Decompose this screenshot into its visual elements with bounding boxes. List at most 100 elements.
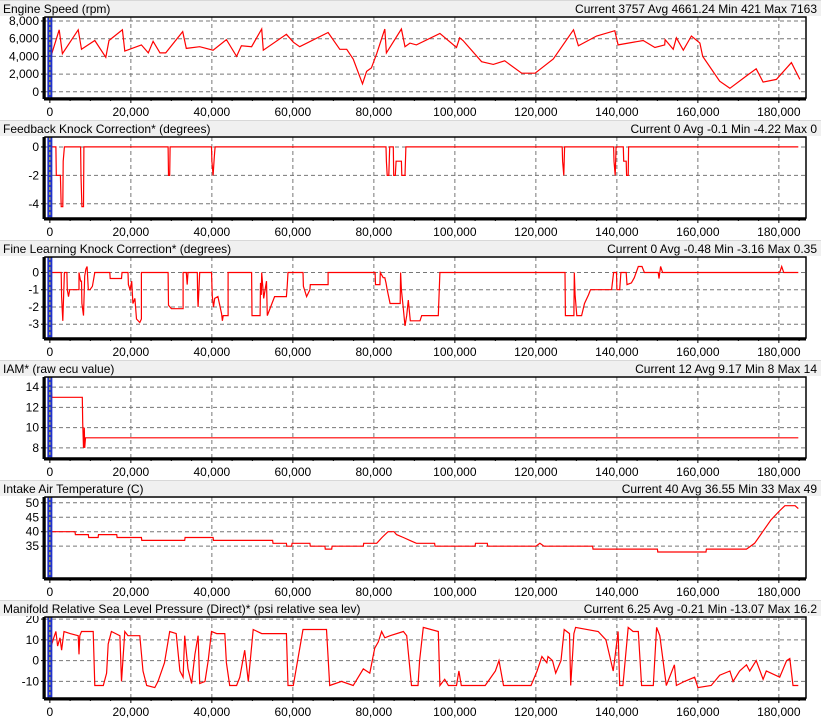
x-tick-label: 40,000: [194, 105, 231, 119]
x-tick-label: 100,000: [433, 585, 477, 599]
x-tick-label: 20,000: [113, 465, 150, 479]
x-tick-label: 120,000: [514, 345, 558, 359]
x-tick-label: 100,000: [433, 705, 477, 719]
x-tick-label: 120,000: [514, 225, 558, 239]
x-tick-label: 180,000: [757, 585, 801, 599]
x-tick-label: 140,000: [595, 105, 639, 119]
y-tick-label: -4: [28, 197, 39, 211]
x-tick-label: 180,000: [757, 225, 801, 239]
x-tick-label: 80,000: [356, 585, 393, 599]
chart-stats: Current 12 Avg 9.17 Min 8 Max 14: [635, 362, 817, 376]
y-tick-label: 10: [26, 421, 40, 435]
x-tick-label: 60,000: [275, 585, 312, 599]
plot-area: [45, 17, 806, 98]
series-line: [49, 264, 799, 326]
x-tick-label: 120,000: [514, 585, 558, 599]
y-tick-label: 6,000: [9, 32, 39, 46]
x-tick-label: 0: [47, 585, 54, 599]
chart-panel: Engine Speed (rpm) Current 3757 Avg 4661.…: [0, 0, 821, 120]
y-tick-label: 40: [26, 525, 40, 539]
y-tick-label: 50: [26, 496, 40, 510]
x-tick-label: 40,000: [194, 705, 231, 719]
y-tick-label: 35: [26, 539, 40, 553]
y-tick-label: 20: [26, 616, 40, 626]
x-tick-label: 20,000: [113, 705, 150, 719]
plot-area: [45, 257, 806, 338]
x-tick-label: 100,000: [433, 105, 477, 119]
chart-plot[interactable]: 0 20,000 40,000 60,000 80,000 100,000 120,000 1…: [0, 256, 821, 360]
x-tick-label: 140,000: [595, 345, 639, 359]
y-tick-label: 2,000: [9, 67, 39, 81]
chart-plot[interactable]: 0 20,000 40,000 60,000 80,000 100,000 120,000 1…: [0, 136, 821, 240]
chart-plot[interactable]: 0 20,000 40,000 60,000 80,000 100,000 120,000 1…: [0, 496, 821, 600]
chart-panel: Intake Air Temperature (C) Current 40 Avg…: [0, 480, 821, 600]
x-tick-label: 60,000: [275, 225, 312, 239]
chart-panel: IAM* (raw ecu value) Current 12 Avg 9.17 …: [0, 360, 821, 480]
chart-title: Feedback Knock Correction* (degrees): [3, 122, 211, 136]
x-tick-label: 120,000: [514, 465, 558, 479]
plot-area: [45, 137, 806, 218]
y-tick-label: 0: [32, 654, 39, 668]
chart-title-bar: Manifold Relative Sea Level Pressure (Di…: [0, 600, 821, 616]
chart-panel: Manifold Relative Sea Level Pressure (Di…: [0, 600, 821, 720]
x-tick-label: 20,000: [113, 105, 150, 119]
plot-area: [45, 617, 806, 698]
chart-plot[interactable]: 0 20,000 40,000 60,000 80,000 100,000 120,000 1…: [0, 376, 821, 480]
chart-title: IAM* (raw ecu value): [3, 362, 115, 376]
x-tick-label: 0: [47, 705, 54, 719]
y-tick-label: -3: [28, 317, 39, 331]
x-tick-label: 0: [47, 345, 54, 359]
x-tick-label: 140,000: [595, 585, 639, 599]
chart-title-bar: Engine Speed (rpm) Current 3757 Avg 4661.…: [0, 0, 821, 16]
chart-panel: Feedback Knock Correction* (degrees) Curr…: [0, 120, 821, 240]
x-tick-label: 180,000: [757, 705, 801, 719]
x-tick-label: 140,000: [595, 705, 639, 719]
chart-title: Intake Air Temperature (C): [3, 482, 144, 496]
x-tick-label: 0: [47, 225, 54, 239]
series-line: [50, 26, 801, 90]
x-tick-label: 120,000: [514, 105, 558, 119]
x-tick-label: 180,000: [757, 345, 801, 359]
chart-plot[interactable]: 0 20,000 40,000 60,000 80,000 100,000 120,000 1…: [0, 16, 821, 120]
chart-stats: Current 6.25 Avg -0.21 Min -13.07 Max 16…: [583, 602, 817, 616]
x-tick-label: 140,000: [595, 465, 639, 479]
series-line: [49, 626, 799, 689]
x-tick-label: 0: [47, 465, 54, 479]
y-tick-label: -2: [28, 168, 39, 182]
chart-stats: Current 40 Avg 36.55 Min 33 Max 49: [621, 482, 817, 496]
chart-title-bar: Fine Learning Knock Correction* (degrees…: [0, 240, 821, 256]
chart-title-bar: Feedback Knock Correction* (degrees) Curr…: [0, 120, 821, 136]
y-tick-label: 4,000: [9, 49, 39, 63]
y-tick-label: 0: [32, 85, 39, 99]
x-tick-label: 160,000: [676, 465, 720, 479]
chart-plot[interactable]: 0 20,000 40,000 60,000 80,000 100,000 120,000 1…: [0, 616, 821, 720]
x-tick-label: 20,000: [113, 225, 150, 239]
series-line: [49, 505, 799, 553]
x-tick-label: 60,000: [275, 345, 312, 359]
x-tick-label: 100,000: [433, 465, 477, 479]
y-tick-label: 10: [26, 633, 40, 647]
y-tick-label: 45: [26, 510, 40, 524]
plot-area: [45, 377, 806, 458]
x-tick-label: 40,000: [194, 225, 231, 239]
x-tick-label: 20,000: [113, 345, 150, 359]
plot-area: [45, 497, 806, 578]
x-tick-label: 40,000: [194, 585, 231, 599]
x-tick-label: 160,000: [676, 105, 720, 119]
x-tick-label: 180,000: [757, 105, 801, 119]
x-tick-label: 40,000: [194, 345, 231, 359]
chart-title: Manifold Relative Sea Level Pressure (Di…: [3, 602, 361, 616]
y-tick-label: 14: [26, 380, 40, 394]
x-tick-label: 80,000: [356, 105, 393, 119]
chart-title-bar: Intake Air Temperature (C) Current 40 Avg…: [0, 480, 821, 496]
chart-title: Fine Learning Knock Correction* (degrees…: [3, 242, 232, 256]
x-tick-label: 80,000: [356, 225, 393, 239]
x-tick-label: 140,000: [595, 225, 639, 239]
chart-title-bar: IAM* (raw ecu value) Current 12 Avg 9.17 …: [0, 360, 821, 376]
x-tick-label: 80,000: [356, 705, 393, 719]
x-tick-label: 60,000: [275, 465, 312, 479]
x-tick-label: 0: [47, 105, 54, 119]
series-line: [49, 146, 799, 208]
chart-stats: Current 0 Avg -0.1 Min -4.22 Max 0: [630, 122, 817, 136]
x-tick-label: 20,000: [113, 585, 150, 599]
